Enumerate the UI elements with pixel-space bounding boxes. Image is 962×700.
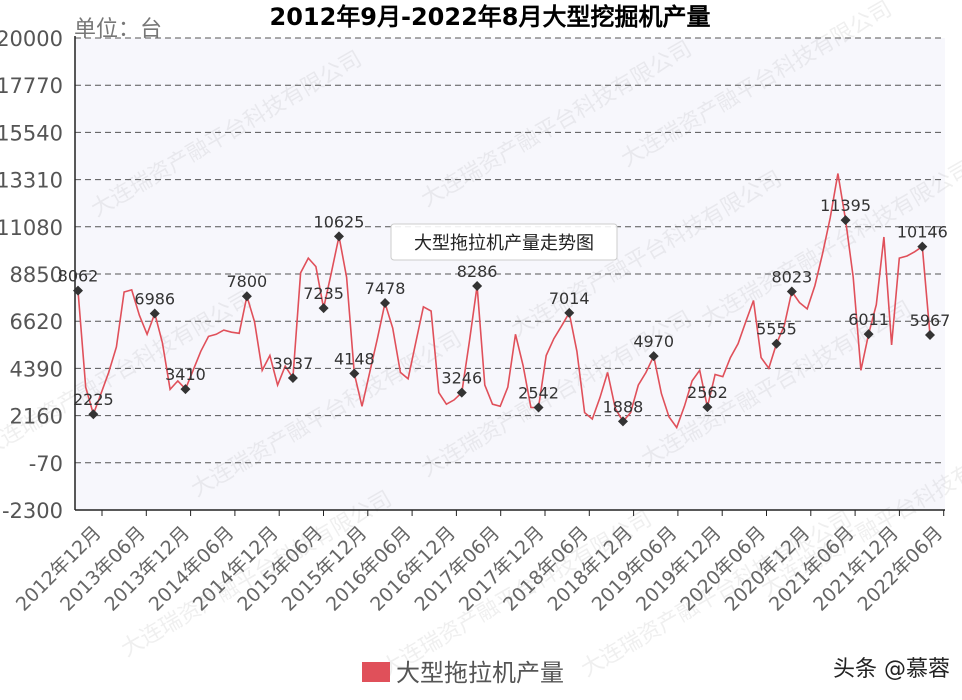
data-label: 6986 [134,289,175,308]
data-label: 10146 [897,223,948,242]
data-marker [149,308,160,319]
axes [74,36,945,511]
unit-label: 单位：台 [74,17,162,42]
data-label: 4148 [334,350,375,369]
data-label: 1888 [603,397,644,416]
data-marker [456,387,467,398]
data-label: 2542 [518,384,559,403]
data-label: 7478 [365,279,406,298]
data-marker [702,402,713,413]
data-label: 2225 [73,390,114,409]
data-label: 8062 [58,267,99,286]
y-tick-label: 17770 [0,74,63,98]
y-tick-label: 11080 [0,216,63,240]
legend[interactable]: 大型拖拉机产量 [362,659,564,687]
data-label: 3246 [441,369,482,388]
credit-text: 头条 @慕蓉 [833,657,950,682]
data-marker [840,215,851,226]
data-label: 8286 [457,262,498,281]
data-marker [917,241,928,252]
data-marker [73,285,83,296]
data-marker [533,402,544,413]
y-tick-label: 6620 [10,310,63,334]
data-marker [771,338,782,349]
data-marker [925,330,935,341]
tooltip-box [390,223,618,261]
data-marker [380,298,391,309]
data-marker [863,329,874,340]
data-label: 5967 [910,311,951,330]
data-marker [333,231,344,242]
data-marker [287,372,298,383]
data-label: 7800 [227,272,268,291]
data-marker [88,409,99,420]
data-labels: 8062 2225 6986 3410 7800 3937 7235 10625 4148 747… [58,196,951,416]
legend-swatch [362,662,390,682]
data-marker [617,416,628,427]
y-axis-ticks: 20000 17770 15540 13310 11080 8850 6620 4390 216… [0,27,63,523]
data-label: 2562 [687,383,728,402]
tooltip-text: 大型拖拉机产量走势图 [414,233,594,254]
data-label: 8023 [771,268,812,287]
series-line-大型拖拉机产量 [77,173,931,430]
y-tick-label: -70 [29,452,63,476]
legend-label: 大型拖拉机产量 [396,659,564,687]
data-marker [180,384,191,395]
data-marker [241,291,252,302]
data-marker [472,280,483,291]
data-label: 11395 [820,196,871,215]
data-marker [318,303,329,314]
data-label: 6011 [848,310,889,329]
y-tick-label: 13310 [0,169,63,193]
data-marker [564,307,575,318]
y-tick-label: 20000 [0,27,63,51]
data-marker [349,368,360,379]
data-label: 7014 [549,289,590,308]
y-tick-label: 15540 [0,121,63,145]
data-label: 4970 [633,332,674,351]
data-marker [786,286,797,297]
data-label: 7235 [303,284,344,303]
data-label: 5555 [756,320,797,339]
data-label: 10625 [314,212,365,231]
chart-title: 2012年9月-2022年8月大型挖掘机产量 [270,3,711,31]
data-label: 3410 [165,365,206,384]
y-tick-label: 2160 [10,405,63,429]
data-marker [648,351,659,362]
y-tick-label: 4390 [10,357,63,381]
data-markers [73,215,935,427]
y-tick-label: -2300 [2,499,63,523]
y-tick-label: 8850 [10,263,63,287]
tooltip: 大型拖拉机产量走势图 [390,223,618,261]
data-label: 3937 [273,354,314,373]
